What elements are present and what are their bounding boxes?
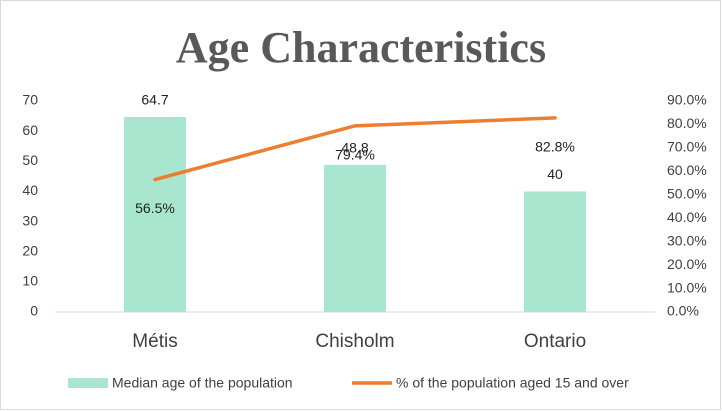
y-tick-label: 40 [22, 182, 38, 198]
y2-tick-label: 20.0% [667, 256, 707, 272]
bar [524, 191, 586, 312]
legend-label: Median age of the population [112, 375, 293, 391]
y-tick-label: 10 [22, 273, 38, 289]
x-tick-label: Ontario [524, 331, 586, 352]
y-tick-label: 60 [22, 122, 38, 138]
line-series [153, 116, 557, 182]
line-value-label: 79.4% [335, 147, 375, 163]
y2-tick-label: 80.0% [667, 115, 707, 131]
y2-tick-label: 50.0% [667, 185, 707, 201]
y-tick-label: 30 [22, 212, 38, 228]
bar-value-label: 40 [547, 166, 563, 182]
y-tick-label: 70 [22, 92, 38, 108]
y2-tick-label: 40.0% [667, 209, 707, 225]
y-tick-label: 50 [22, 152, 38, 168]
y2-tick-label: 60.0% [667, 162, 707, 178]
line-value-label: 82.8% [535, 139, 575, 155]
legend-label: % of the population aged 15 and over [396, 375, 629, 391]
bar [124, 116, 186, 313]
y2-tick-label: 70.0% [667, 139, 707, 155]
y2-tick-label: 10.0% [667, 279, 707, 295]
bar [324, 164, 386, 312]
y2-tick-label: 30.0% [667, 232, 707, 248]
line-value-label: 56.5% [135, 200, 175, 216]
legend-swatch [68, 378, 108, 388]
bar-value-label: 64.7 [141, 92, 168, 108]
chart-title: Age Characteristics [176, 23, 546, 72]
y2-tick-label: 0.0% [667, 303, 699, 319]
y2-tick-label: 90.0% [667, 92, 707, 108]
x-tick-label: Chisholm [315, 331, 394, 352]
x-tick-label: Métis [132, 331, 177, 352]
y-tick-label: 0 [30, 303, 38, 319]
y-tick-label: 20 [22, 242, 38, 258]
bar-value-label: 48.8 [341, 140, 368, 156]
